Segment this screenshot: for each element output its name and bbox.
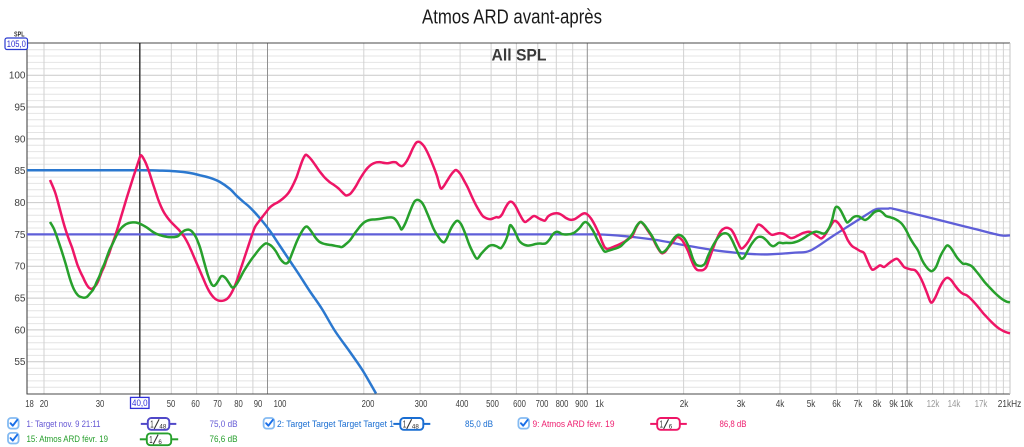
svg-text:4k: 4k (776, 399, 785, 410)
svg-text:SPL: SPL (14, 30, 25, 39)
svg-text:40,0: 40,0 (132, 398, 148, 409)
svg-text:9k: 9k (889, 399, 898, 410)
svg-text:76,6 dB: 76,6 dB (210, 434, 238, 445)
svg-text:1: Target nov. 9 21:11: 1: Target nov. 9 21:11 (27, 419, 101, 430)
svg-text:14k: 14k (948, 399, 962, 410)
svg-text:400: 400 (456, 399, 469, 410)
svg-text:18: 18 (25, 399, 34, 410)
svg-text:48: 48 (159, 423, 166, 430)
svg-text:55: 55 (14, 357, 26, 368)
svg-text:17k: 17k (975, 399, 989, 410)
svg-text:48: 48 (412, 423, 419, 430)
svg-text:85: 85 (14, 166, 26, 177)
svg-text:500: 500 (486, 399, 499, 410)
svg-text:80: 80 (234, 399, 243, 410)
svg-text:6: 6 (158, 439, 162, 446)
svg-text:300: 300 (415, 399, 428, 410)
svg-text:2: Target Target Target Target: 2: Target Target Target Target 1 (277, 419, 394, 430)
svg-text:Atmos ARD avant-après: Atmos ARD avant-après (422, 7, 602, 29)
svg-text:6: 6 (669, 423, 673, 430)
svg-text:105,0: 105,0 (7, 39, 26, 49)
svg-text:9: Atmos ARD févr. 19: 9: Atmos ARD févr. 19 (533, 419, 615, 430)
svg-text:80: 80 (14, 198, 26, 209)
svg-text:75,0 dB: 75,0 dB (210, 419, 238, 430)
svg-text:10k: 10k (900, 399, 914, 410)
svg-text:600: 600 (513, 399, 526, 410)
svg-text:1: 1 (149, 434, 152, 446)
svg-text:7k: 7k (854, 399, 863, 410)
svg-text:70: 70 (14, 262, 26, 273)
svg-text:70: 70 (213, 399, 222, 410)
svg-text:95: 95 (14, 102, 26, 113)
svg-text:30: 30 (96, 399, 105, 410)
svg-text:100: 100 (9, 71, 26, 82)
svg-text:8k: 8k (873, 399, 882, 410)
svg-text:21kHz: 21kHz (998, 399, 1022, 410)
svg-text:900: 900 (575, 399, 588, 410)
svg-text:75: 75 (14, 230, 26, 241)
svg-text:All SPL: All SPL (492, 46, 547, 65)
svg-text:1: 1 (660, 419, 663, 431)
svg-text:60: 60 (14, 325, 26, 336)
svg-text:90: 90 (14, 134, 26, 145)
svg-text:15: Atmos ARD févr. 19: 15: Atmos ARD févr. 19 (27, 434, 109, 445)
svg-text:85,0 dB: 85,0 dB (465, 419, 493, 430)
svg-text:60: 60 (191, 399, 200, 410)
svg-text:200: 200 (362, 399, 375, 410)
svg-text:1: 1 (403, 419, 406, 431)
svg-text:90: 90 (254, 399, 263, 410)
svg-text:1: 1 (150, 419, 153, 431)
svg-text:5k: 5k (807, 399, 816, 410)
svg-text:700: 700 (536, 399, 549, 410)
svg-text:800: 800 (556, 399, 569, 410)
svg-text:1k: 1k (595, 399, 604, 410)
svg-text:2k: 2k (680, 399, 689, 410)
svg-text:3k: 3k (737, 399, 746, 410)
svg-text:20: 20 (40, 399, 49, 410)
svg-text:12k: 12k (927, 399, 941, 410)
svg-text:86,8 dB: 86,8 dB (720, 419, 747, 430)
svg-text:50: 50 (167, 399, 176, 410)
svg-text:6k: 6k (832, 399, 841, 410)
svg-text:65: 65 (14, 294, 26, 305)
svg-text:100: 100 (274, 399, 287, 410)
